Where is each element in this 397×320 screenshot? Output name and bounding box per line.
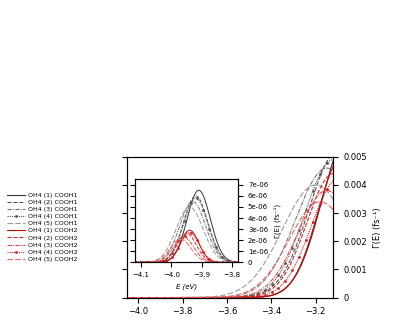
X-axis label: E (eV): E (eV) (176, 284, 197, 290)
Legend: OH4 (1) COOH1, OH4 (2) COOH1, OH4 (3) COOH1, OH4 (4) COOH1, OH4 (5) COOH1, OH4 (: OH4 (1) COOH1, OH4 (2) COOH1, OH4 (3) CO… (7, 192, 77, 262)
Y-axis label: Γ(E) (fs⁻¹): Γ(E) (fs⁻¹) (274, 204, 281, 238)
Y-axis label: Γ(E) (fs⁻¹): Γ(E) (fs⁻¹) (372, 207, 382, 247)
